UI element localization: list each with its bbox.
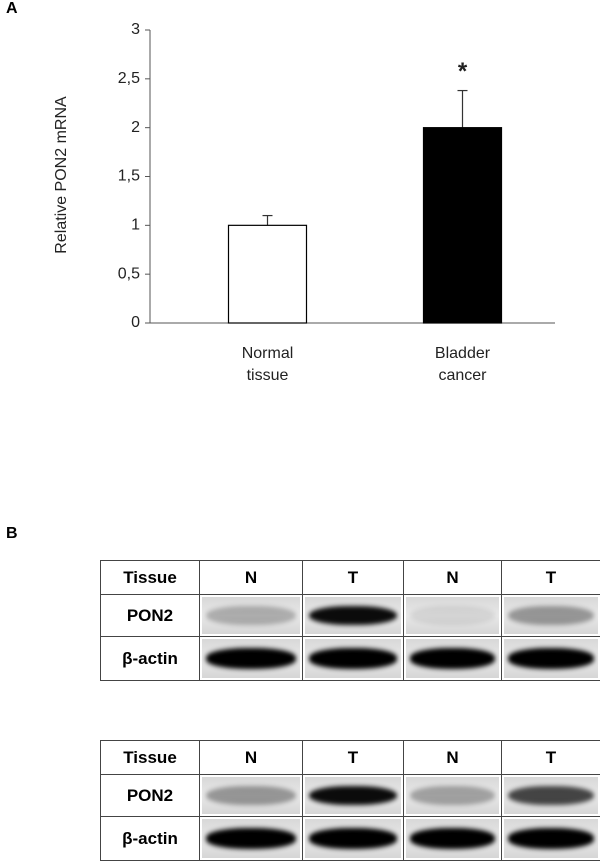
column-header: T: [502, 741, 600, 775]
column-header: N: [404, 741, 502, 775]
column-header: N: [404, 561, 502, 595]
column-header: Tissue: [101, 561, 200, 595]
y-tick-label: 2,5: [118, 70, 140, 87]
blot-band: [206, 648, 296, 669]
blot-lane: [200, 775, 303, 817]
column-header: T: [502, 561, 600, 595]
y-axis-label: Relative PON2 mRNA: [53, 96, 70, 254]
blot-lane: [404, 637, 502, 681]
column-header: T: [303, 741, 404, 775]
y-tick-label: 1: [131, 217, 140, 234]
blot-band: [309, 606, 397, 626]
blot-band: [309, 828, 397, 849]
blot-band: [410, 786, 495, 806]
row-label: β-actin: [101, 637, 200, 681]
y-tick-label: 3: [131, 21, 140, 38]
y-tick-label: 0: [131, 314, 140, 331]
blot-band: [508, 786, 594, 806]
y-tick-label: 2: [131, 119, 140, 136]
blot-row: β-actin: [101, 637, 600, 681]
column-header: T: [303, 561, 404, 595]
blot-lane: [404, 817, 502, 861]
blot-lane: [200, 817, 303, 861]
blot-row: β-actin: [101, 817, 600, 861]
blot-band: [206, 786, 296, 806]
blot-lane: [502, 637, 600, 681]
blot-band: [410, 606, 495, 626]
bar: [229, 225, 307, 323]
blot-lane: [303, 595, 404, 637]
blot-band: [410, 828, 495, 849]
bar: [424, 128, 502, 323]
blot-band: [206, 606, 296, 626]
blot-lane: [502, 817, 600, 861]
row-label: PON2: [101, 775, 200, 817]
blot-lane: [303, 637, 404, 681]
column-header: Tissue: [101, 741, 200, 775]
column-header: N: [200, 561, 303, 595]
blot-lane: [502, 775, 600, 817]
blot-lane: [404, 595, 502, 637]
blot-band: [508, 828, 594, 849]
blot-lane: [200, 637, 303, 681]
column-header: N: [200, 741, 303, 775]
blot-band: [410, 648, 495, 669]
blot-lane: [303, 817, 404, 861]
blot-band: [309, 648, 397, 669]
blot-band: [508, 648, 594, 669]
y-tick-label: 0,5: [118, 265, 140, 282]
y-tick-label: 1,5: [118, 168, 140, 185]
blot-row: PON2: [101, 595, 600, 637]
x-tick-label: Normal tissue: [232, 343, 304, 387]
blot-lane: [200, 595, 303, 637]
blot-lane: [303, 775, 404, 817]
blot-lane: [502, 595, 600, 637]
blot-row: PON2: [101, 775, 600, 817]
row-label: β-actin: [101, 817, 200, 861]
row-label: PON2: [101, 595, 200, 637]
x-tick-label: Bladder cancer: [427, 343, 499, 387]
annotation: *: [458, 58, 468, 85]
blot-lane: [404, 775, 502, 817]
blot-band: [206, 828, 296, 849]
blot-band: [309, 786, 397, 806]
panel-label: B: [6, 525, 18, 543]
blot-band: [508, 606, 594, 626]
